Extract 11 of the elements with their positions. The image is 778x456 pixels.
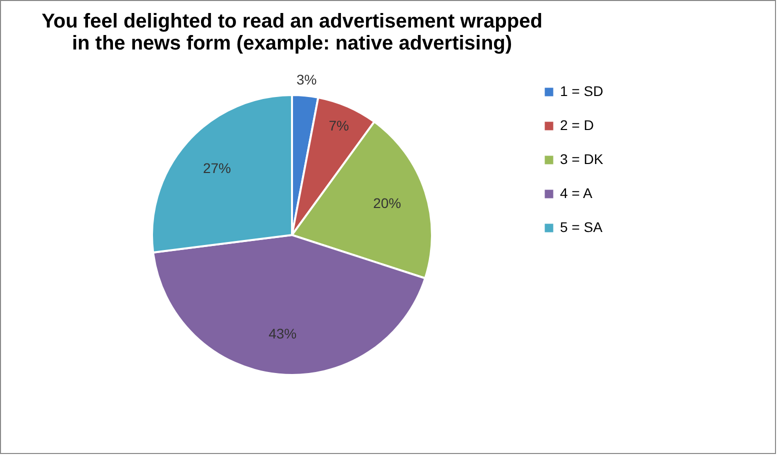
data-label: 3% bbox=[296, 72, 317, 88]
legend-label: 1 = SD bbox=[560, 83, 604, 99]
legend-label: 2 = D bbox=[560, 117, 594, 133]
data-label: 20% bbox=[373, 195, 402, 212]
data-label: 27% bbox=[202, 160, 232, 176]
data-label: 43% bbox=[268, 326, 297, 342]
legend-label: 4 = A bbox=[560, 185, 593, 201]
legend-label: 5 = SA bbox=[560, 219, 604, 235]
data-label: 7% bbox=[328, 118, 349, 134]
chart-title: You feel delighted to read an advertisement wrapped in the news form (example: native advertising) bbox=[42, 10, 542, 55]
legend-label: 3 = DK bbox=[560, 151, 604, 167]
